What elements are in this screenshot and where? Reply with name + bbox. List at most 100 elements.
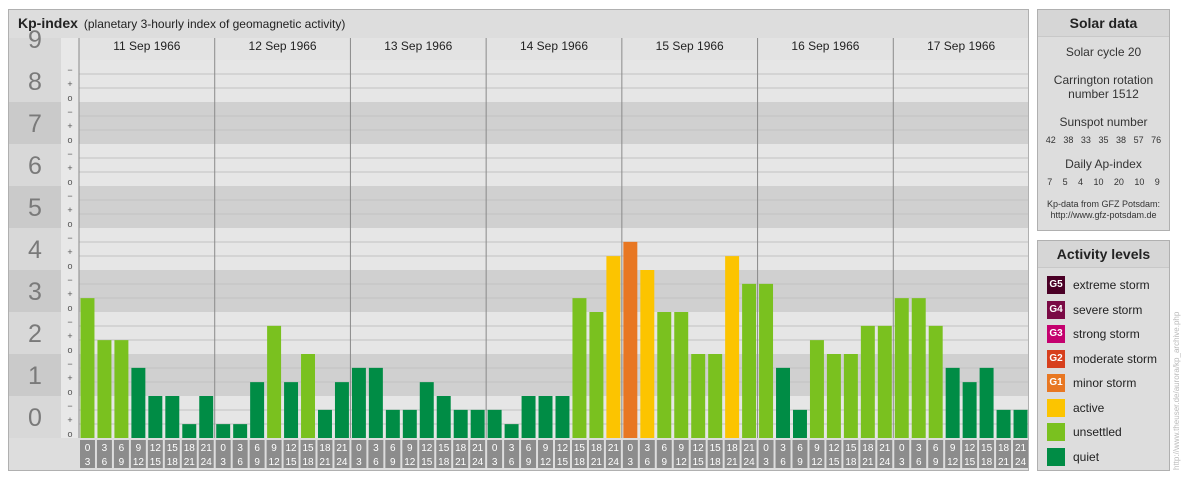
y-tick-label: 5 (28, 194, 42, 222)
interval-cell (181, 440, 197, 468)
interval-cell (249, 440, 265, 468)
interval-end-label: 12 (947, 457, 959, 468)
interval-cell (419, 440, 435, 468)
interval-start-label: 18 (591, 443, 603, 454)
interval-start-label: 15 (438, 443, 450, 454)
sub-tick-column (61, 38, 79, 438)
y-tick-label: 7 (28, 110, 42, 138)
interval-start-label: 6 (390, 443, 396, 454)
ap-values: 7 5 4 10 20 10 9 (1038, 177, 1169, 187)
interval-end-label: 3 (899, 457, 905, 468)
interval-end-label: 3 (628, 457, 634, 468)
interval-end-label: 18 (167, 457, 179, 468)
legend-item-active: active (1038, 396, 1169, 421)
interval-cell (334, 440, 350, 468)
interval-start-label: 15 (981, 443, 993, 454)
credit-url[interactable]: http://www.theuser.de/aurora/kp_archive.… (1172, 311, 1181, 470)
sunspot-value: 76 (1151, 135, 1162, 145)
interval-start-label: 12 (828, 443, 840, 454)
interval-cell (809, 440, 825, 468)
interval-end-label: 3 (220, 457, 226, 468)
interval-end-label: 6 (645, 457, 651, 468)
interval-cell (571, 440, 587, 468)
kp-bar (368, 367, 383, 438)
interval-cell (588, 440, 604, 468)
sub-tick: o (67, 177, 72, 187)
kp-bar (809, 340, 824, 438)
interval-start-label: 0 (899, 443, 905, 454)
interval-cell (979, 440, 995, 468)
legend-label: minor storm (1073, 376, 1137, 391)
kp-bar (216, 424, 231, 438)
kp-bar (250, 382, 265, 438)
interval-end-label: 18 (438, 457, 450, 468)
kp-bar (996, 409, 1011, 438)
band (79, 144, 1028, 186)
interval-start-label: 21 (1015, 443, 1027, 454)
interval-start-label: 15 (302, 443, 314, 454)
ap-value: 9 (1154, 177, 1160, 187)
kp-bar (606, 256, 621, 438)
interval-start-label: 6 (933, 443, 939, 454)
day-label: 12 Sep 1966 (249, 39, 317, 53)
legend-swatch (1047, 398, 1065, 417)
interval-end-label: 3 (763, 457, 769, 468)
interval-start-label: 3 (780, 443, 786, 454)
kp-bar (640, 270, 655, 438)
kp-bar (148, 396, 163, 438)
legend-label: active (1073, 400, 1105, 415)
interval-cell (945, 440, 961, 468)
date-strip (79, 38, 1028, 60)
ap-value: 10 (1093, 177, 1104, 187)
legend-item-minor-storm: G1 minor storm (1038, 371, 1169, 396)
kp-bar (165, 396, 180, 438)
interval-end-label: 24 (336, 457, 348, 468)
interval-end-label: 9 (119, 457, 125, 468)
chart-subtitle: (planetary 3-hourly index of geomagnetic… (83, 17, 346, 31)
solar-data-panel: Solar data Solar cycle 20 Carrington rot… (1037, 9, 1170, 231)
interval-end-label: 21 (998, 457, 1010, 468)
kp-bar (589, 312, 604, 438)
kp-bar (521, 396, 536, 438)
interval-start-label: 0 (85, 443, 91, 454)
interval-start-label: 9 (136, 443, 142, 454)
interval-end-label: 12 (811, 457, 823, 468)
kp-bar (759, 283, 774, 438)
interval-start-label: 12 (557, 443, 569, 454)
kp-bar (402, 409, 417, 438)
interval-start-label: 9 (678, 443, 684, 454)
kp-bar (233, 424, 248, 438)
interval-end-label: 12 (269, 457, 281, 468)
interval-end-label: 24 (608, 457, 620, 468)
interval-start-label: 18 (319, 443, 331, 454)
interval-end-label: 9 (390, 457, 396, 468)
interval-start-label: 3 (102, 443, 108, 454)
interval-start-label: 9 (271, 443, 277, 454)
interval-end-label: 15 (150, 457, 162, 468)
chart-title-main: Kp-index (18, 15, 78, 31)
interval-end-label: 18 (302, 457, 314, 468)
sub-tick: + (67, 79, 72, 89)
interval-cell (80, 440, 95, 468)
kp-bar (742, 283, 757, 438)
sub-tick: − (67, 107, 72, 117)
interval-start-label: 0 (628, 443, 634, 454)
interval-end-label: 15 (421, 457, 433, 468)
interval-end-label: 12 (540, 457, 552, 468)
sub-tick: − (67, 191, 72, 201)
kp-bar (877, 325, 892, 438)
y-tick-label: 8 (28, 68, 42, 96)
interval-start-label: 21 (201, 443, 213, 454)
interval-cell (317, 440, 333, 468)
kp-bar (318, 409, 332, 438)
interval-start-label: 0 (492, 443, 498, 454)
interval-start-label: 18 (862, 443, 874, 454)
interval-cell (470, 440, 486, 468)
source-link[interactable]: http://www.gfz-potsdam.de (1050, 210, 1157, 220)
interval-cell (113, 440, 129, 468)
interval-cell (843, 440, 859, 468)
interval-cell (758, 440, 774, 468)
sunspot-value: 57 (1133, 135, 1144, 145)
kp-bar (962, 382, 977, 438)
sunspot-values: 42 38 33 35 38 57 76 (1038, 135, 1169, 145)
